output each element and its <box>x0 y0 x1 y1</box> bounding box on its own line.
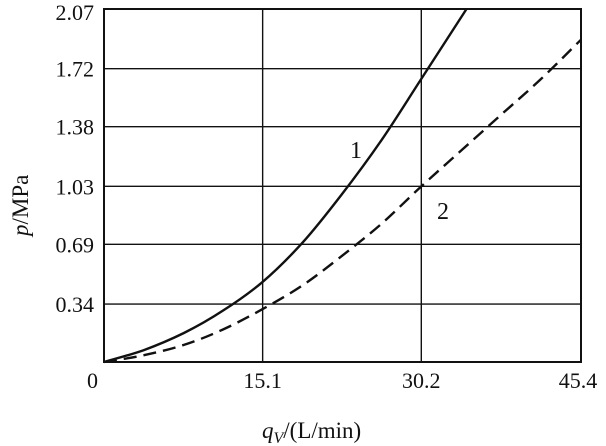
x-tick-label: 0 <box>87 368 98 393</box>
x-tick-label: 45.4 <box>559 368 598 393</box>
series-label-1: 1 <box>350 138 362 164</box>
y-axis-label: p/MPa <box>8 175 33 238</box>
x-tick-label: 15.1 <box>243 368 282 393</box>
x-axis-label-main: q <box>262 418 274 443</box>
series-label-2: 2 <box>437 199 449 225</box>
series-line-2 <box>103 38 582 364</box>
plot-frame <box>103 8 582 363</box>
grid-lines <box>104 9 581 362</box>
y-tick-label: 1.38 <box>56 115 95 140</box>
y-tick-label: 1.03 <box>56 174 95 199</box>
tick-labels: 0 15.1 30.2 45.4 0.34 0.69 1.03 1.38 1.72 2.07 <box>56 0 598 393</box>
series-line-1 <box>103 8 468 364</box>
y-tick-label: 1.72 <box>56 57 95 82</box>
y-tick-label: 2.07 <box>56 0 95 25</box>
y-axis-label-rest: /MPa <box>8 175 33 225</box>
y-axis-label-main: p <box>8 225 33 239</box>
x-axis-label-sub: V <box>274 430 286 446</box>
series-layer <box>103 8 582 364</box>
y-tick-label: 0.34 <box>56 292 95 317</box>
x-tick-label: 30.2 <box>402 368 441 393</box>
y-tick-label: 0.69 <box>56 232 95 257</box>
x-axis-label: qV/(L/min) <box>262 418 361 446</box>
x-axis-label-rest: /(L/min) <box>283 418 361 443</box>
